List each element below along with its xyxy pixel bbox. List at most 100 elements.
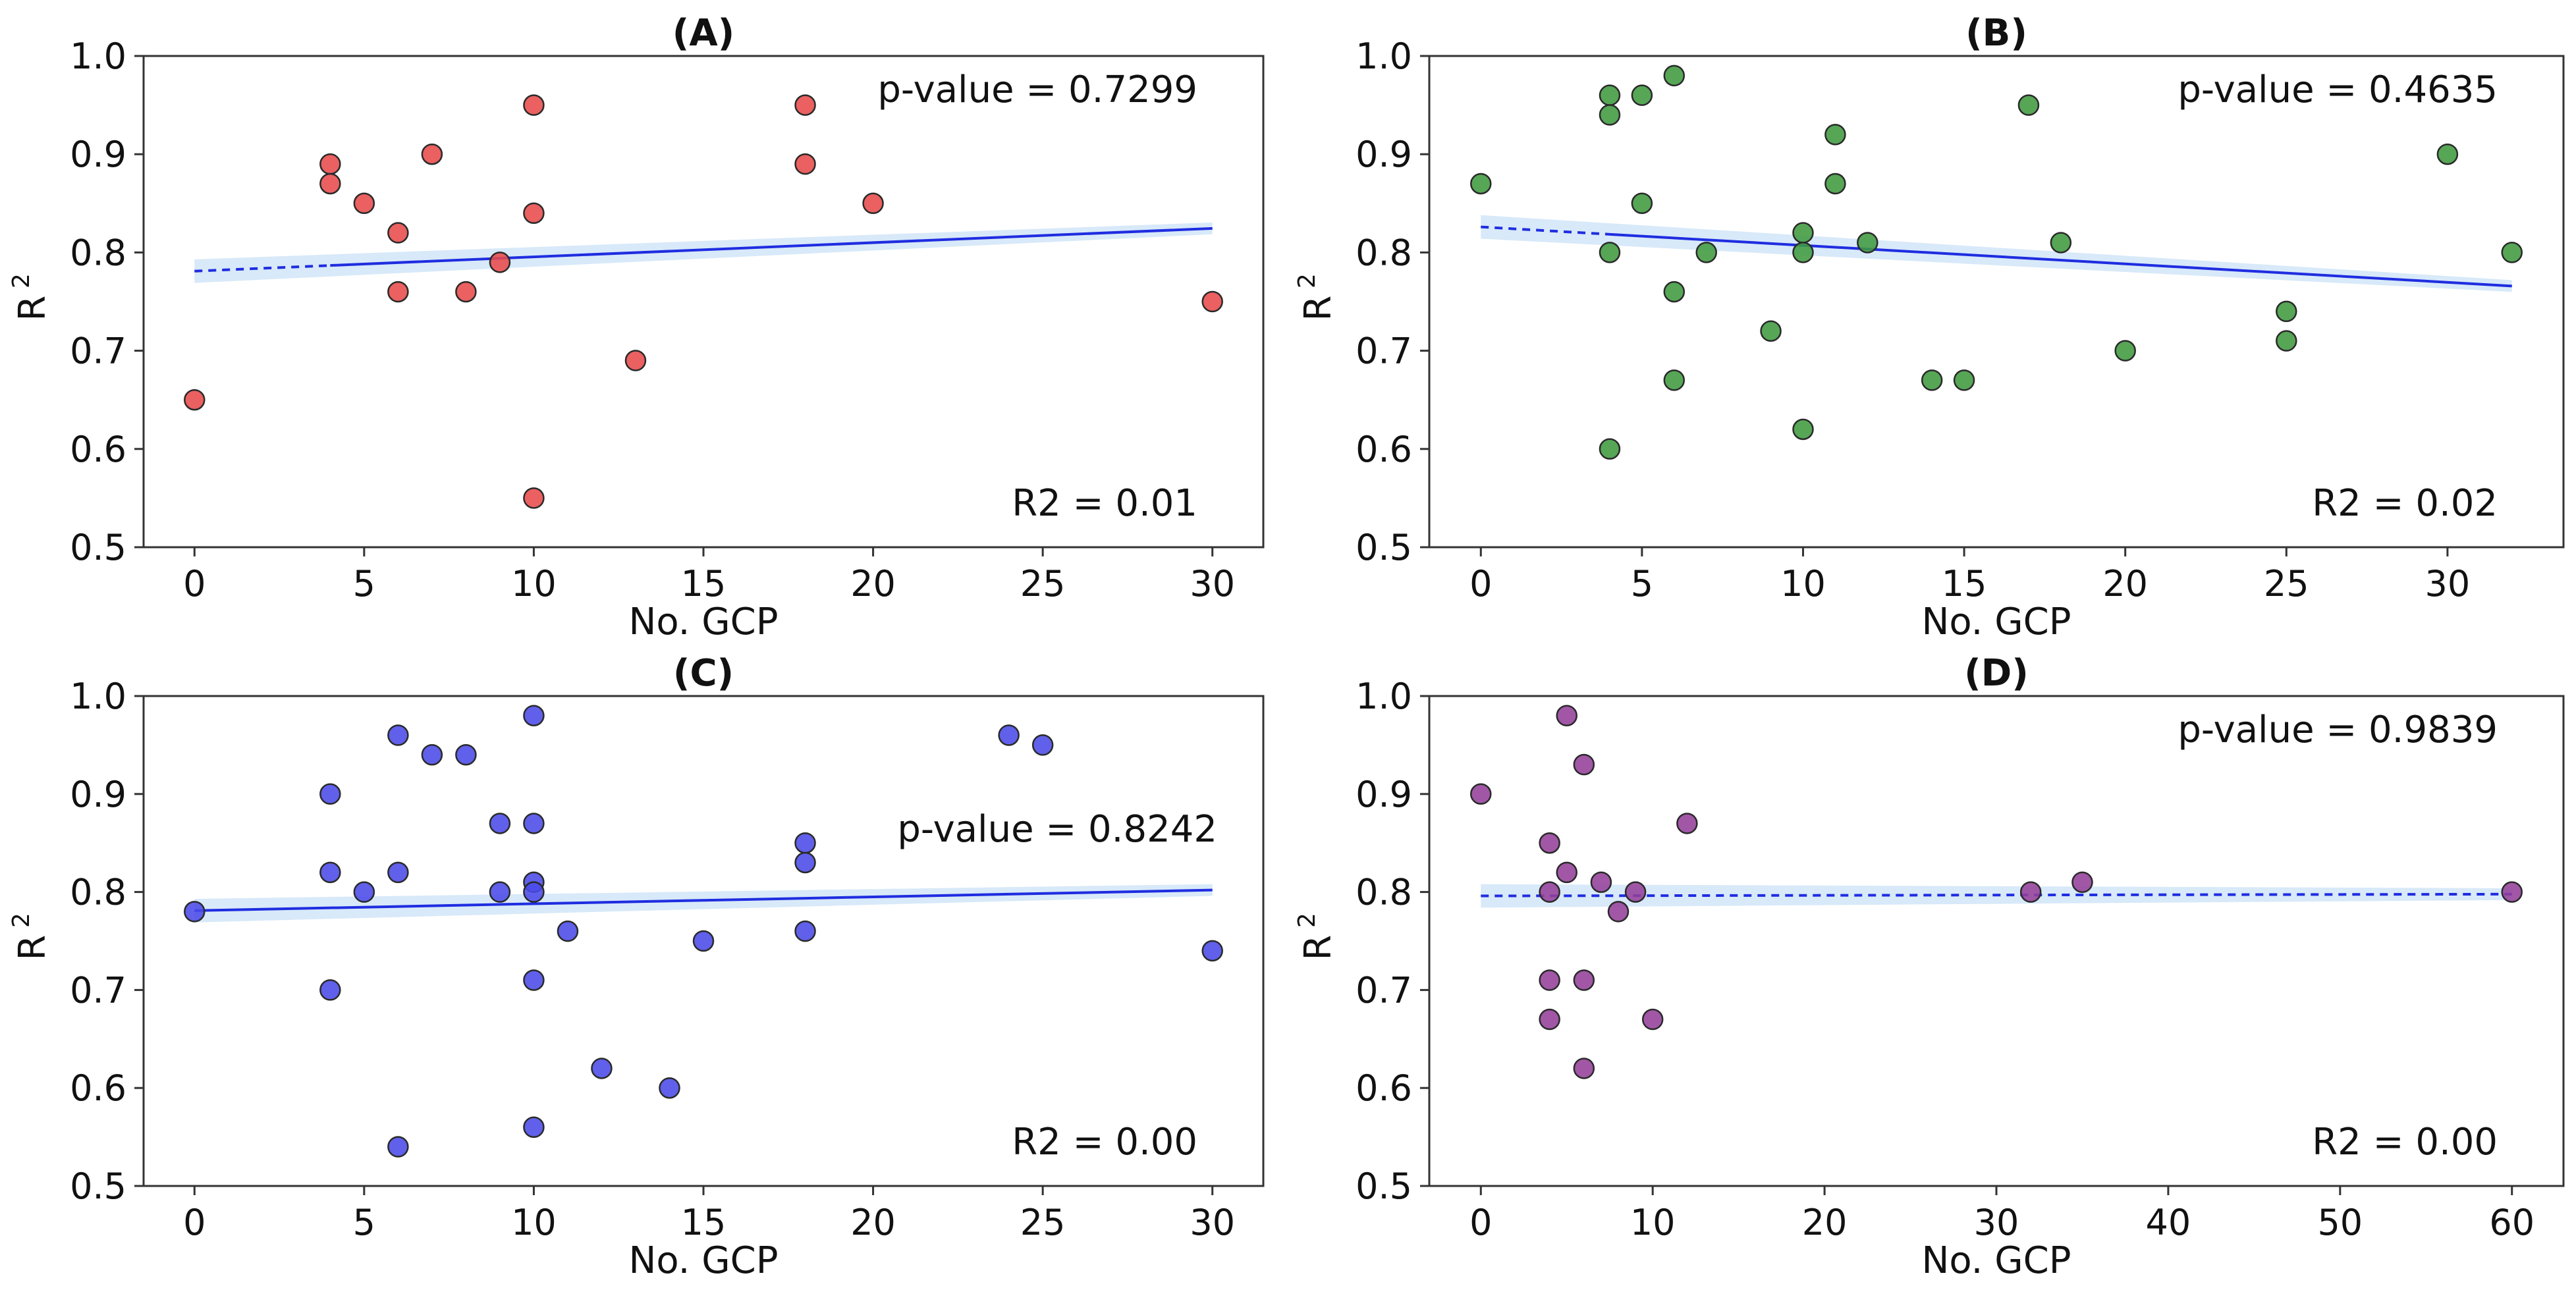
data-point	[692, 930, 715, 952]
data-point	[1573, 753, 1595, 776]
data-point	[557, 920, 579, 942]
p-value-annotation: p-value = 0.9839	[2178, 709, 2498, 751]
p-value-annotation: p-value = 0.7299	[877, 68, 1197, 111]
x-axis-label: No. GCP	[1921, 601, 2071, 643]
p-value-annotation: p-value = 0.8242	[897, 808, 1217, 851]
data-point	[353, 192, 375, 215]
regression-line	[330, 227, 1213, 267]
x-tick-label: 30	[1974, 1202, 2019, 1243]
y-tick-label: 0.6	[1356, 1067, 1412, 1109]
data-point	[998, 724, 1020, 746]
data-point	[2114, 340, 2136, 362]
regression-line	[194, 888, 1213, 912]
data-point	[184, 901, 206, 923]
x-tick-label: 5	[353, 563, 375, 605]
y-axis-label: R	[1297, 296, 1340, 321]
data-point	[1573, 969, 1595, 991]
data-point	[489, 813, 511, 834]
data-point	[794, 832, 816, 854]
p-value-annotation: p-value = 0.4635	[2178, 68, 2498, 111]
regression-line	[1609, 232, 2512, 288]
data-point	[1663, 65, 1685, 87]
y-tick-label: 0.9	[1356, 774, 1412, 815]
y-tick-label: 0.6	[70, 429, 126, 470]
data-point	[1031, 734, 1054, 756]
x-tick-label: 15	[681, 563, 726, 605]
x-tick-label: 20	[850, 1202, 896, 1243]
data-point	[387, 724, 409, 746]
confidence-band	[1481, 215, 2512, 292]
regression-line-dashed	[194, 264, 331, 273]
x-tick-label: 40	[2146, 1202, 2191, 1243]
y-axis-label-group: R2	[8, 273, 54, 321]
y-axis-label-superscript: 2	[8, 913, 35, 928]
confidence-band	[194, 222, 1213, 283]
data-point	[794, 920, 816, 942]
x-tick-label: 30	[1190, 1202, 1235, 1243]
data-point	[1590, 871, 1612, 893]
plot-frame	[1428, 55, 2565, 549]
plot-frame	[142, 55, 1265, 549]
x-tick-label: 0	[1469, 563, 1492, 605]
y-tick-label: 0.6	[1356, 429, 1412, 470]
y-tick-label: 0.8	[1356, 872, 1412, 913]
x-tick-label: 25	[2264, 563, 2309, 605]
data-point	[794, 153, 816, 175]
y-tick-label: 0.9	[70, 134, 126, 175]
data-point	[1599, 84, 1621, 106]
x-tick-label: 20	[2102, 563, 2148, 605]
data-point	[2071, 871, 2093, 893]
x-tick-label: 60	[2489, 1202, 2535, 1243]
data-point	[1556, 861, 1577, 884]
data-point	[1599, 438, 1621, 460]
x-tick-label: 10	[511, 563, 557, 605]
y-axis-label: R	[11, 935, 54, 961]
data-point	[1539, 969, 1560, 991]
chart-title: (A)	[672, 12, 735, 55]
y-tick-label: 0.5	[1356, 527, 1412, 568]
data-point	[1824, 124, 1846, 146]
x-axis-label: No. GCP	[1921, 1239, 2071, 1282]
data-point	[1470, 173, 1492, 195]
r2-annotation: R2 = 0.02	[2312, 482, 2498, 525]
data-point	[523, 1116, 545, 1138]
data-point	[353, 881, 375, 903]
data-point	[794, 94, 816, 116]
data-point	[1792, 242, 1814, 263]
x-axis-label: No. GCP	[628, 601, 778, 643]
data-point	[1539, 832, 1560, 854]
x-tick-label: 20	[850, 563, 896, 605]
data-point	[2050, 232, 2072, 254]
y-tick-label: 1.0	[1356, 36, 1412, 77]
data-point	[1631, 192, 1653, 215]
data-point	[1624, 881, 1647, 903]
y-axis-label-group: R2	[8, 913, 54, 960]
data-point	[1631, 84, 1653, 106]
y-axis-label-superscript: 2	[1294, 273, 1321, 288]
data-point	[1470, 783, 1492, 805]
data-point	[2017, 94, 2040, 116]
regression-line-dashed	[1481, 892, 2512, 898]
data-point	[523, 969, 545, 991]
chart-title: (B)	[1965, 12, 2027, 55]
y-tick-label: 0.5	[1356, 1166, 1412, 1207]
data-point	[1556, 705, 1577, 727]
data-point	[1607, 901, 1630, 923]
data-point	[1663, 369, 1685, 391]
data-point	[1921, 369, 1943, 391]
y-axis-label-superscript: 2	[8, 273, 35, 288]
x-tick-label: 15	[681, 1202, 726, 1243]
data-point	[1573, 1058, 1595, 1079]
r2-annotation: R2 = 0.01	[1012, 482, 1197, 525]
confidence-band	[194, 884, 1213, 923]
x-tick-label: 0	[183, 563, 206, 605]
data-point	[523, 202, 545, 224]
data-point	[421, 143, 443, 165]
data-point	[1792, 418, 1814, 441]
data-point	[1599, 242, 1621, 263]
data-point	[1695, 242, 1717, 263]
x-tick-label: 0	[1469, 1202, 1492, 1243]
data-point	[489, 881, 511, 903]
y-axis-label-superscript: 2	[1294, 913, 1321, 928]
data-point	[1824, 173, 1846, 195]
